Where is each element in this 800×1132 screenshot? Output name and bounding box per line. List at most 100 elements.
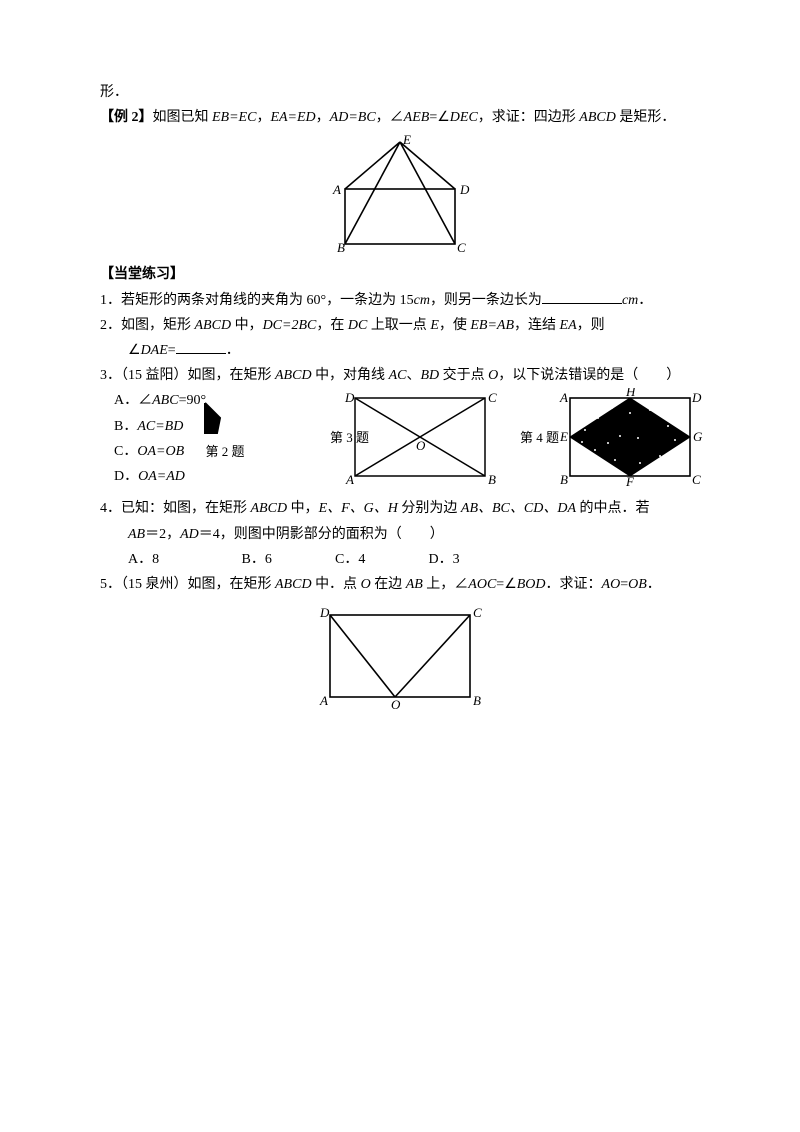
q4-l1-mid2: 分别为边 xyxy=(398,501,461,516)
q1-cm2: cm xyxy=(622,293,638,308)
q4-opt-a: A．8 xyxy=(128,547,238,572)
label-D: D xyxy=(459,182,470,197)
q4-label-D: D xyxy=(691,390,702,405)
q5-label-C: C xyxy=(473,605,482,620)
q2-l1-m1: 中， xyxy=(231,318,263,333)
page-root: 形． 【例 2】如图已知 EB=EC，EA=ED，AD=BC，∠AEB=∠DEC… xyxy=(0,0,800,753)
q5-tail: ． xyxy=(647,577,661,592)
ex2-abcd: ABCD xyxy=(579,110,616,125)
q5-m2: 在边 xyxy=(371,577,406,592)
q4-opt-b: B．6 xyxy=(242,547,332,572)
ex2-eq-3: ， xyxy=(316,110,330,125)
q5-m4: =∠ xyxy=(496,577,516,592)
q3b-mid: AC=BD xyxy=(137,419,183,434)
question-1: 1．若矩形的两条对角线的夹角为 60°，一条边为 15cm，则另一条边长为cm． xyxy=(100,288,700,313)
ex2-eq-1: ， xyxy=(256,110,270,125)
q4-abcd: ABCD xyxy=(251,501,288,516)
ex2-text2: ，求证：四边形 xyxy=(478,110,580,125)
q4-l1-tail: 的中点．若 xyxy=(576,501,650,516)
question-2-line2: ∠DAE=． xyxy=(100,338,700,363)
figure-q3: D C A B O 第 3 题 xyxy=(330,388,510,488)
q5-eq: = xyxy=(620,577,628,592)
q4-eq2: ＝4，则图中阴影部分的面积为（ ） xyxy=(199,527,444,542)
q4-sides: AB、BC、CD、DA xyxy=(461,501,576,516)
q2-eq2: EB=AB xyxy=(470,318,514,333)
ex2-text3: 是矩形． xyxy=(616,110,676,125)
q4-efgh: E、F、G、H xyxy=(319,501,398,516)
ex2-eq-4: AD=BC xyxy=(330,110,376,125)
example-2: 【例 2】如图已知 EB=EC，EA=ED，AD=BC，∠AEB=∠DEC，求证… xyxy=(100,105,700,130)
q1-pre: 1．若矩形的两条对角线的夹角为 60°，一条边为 15 xyxy=(100,293,414,308)
q4-label-B: B xyxy=(560,472,568,487)
figure-example-2: A D B C E xyxy=(315,134,485,254)
q3a-pre: A．∠ xyxy=(114,393,152,408)
q3-m2: 交于点 xyxy=(439,368,488,383)
q5-label-A: A xyxy=(319,693,328,708)
q1-tail: ． xyxy=(638,293,652,308)
ex2-eq-0: EB=EC xyxy=(212,110,256,125)
q2-l1-m4: ，使 xyxy=(439,318,471,333)
q3-tail: ，以下说法错误的是（ ） xyxy=(498,368,680,383)
q5-o: O xyxy=(361,577,371,592)
q2-dae: DAE xyxy=(141,343,168,358)
q2-l1-m3: 上取一点 xyxy=(367,318,430,333)
q2-l2-eq: = xyxy=(168,343,176,358)
q5-ao: AO xyxy=(602,577,621,592)
q5-m3: 上，∠ xyxy=(423,577,469,592)
practice-header: 【当堂练习】 xyxy=(100,262,700,287)
q5-label-O: O xyxy=(391,697,401,712)
q3-bd: BD xyxy=(420,368,439,383)
label-E: E xyxy=(402,134,411,147)
q5-label-B: B xyxy=(473,693,481,708)
q1-blank xyxy=(542,289,622,304)
q5-bod: BOD xyxy=(517,577,546,592)
fig-q4-label: 第 4 题 xyxy=(520,430,559,445)
q2-l1-m2: ，在 xyxy=(316,318,348,333)
q3-pre: 3．（15 益阳）如图，在矩形 xyxy=(100,368,275,383)
question-4-choices: A．8 B．6 C．4 D．3 xyxy=(100,547,700,572)
q2-eq1: DC=2BC xyxy=(263,318,317,333)
q3-label-C: C xyxy=(488,390,497,405)
q3a-mid: ABC xyxy=(152,393,178,408)
ex2-eq-7: =∠ xyxy=(429,110,449,125)
q3-ac: AC xyxy=(389,368,407,383)
q2-ea: EA xyxy=(560,318,577,333)
q2-l1-m5: ，连结 xyxy=(514,318,560,333)
q2-e: E xyxy=(430,318,439,333)
q5-aoc: AOC xyxy=(468,577,496,592)
question-4: 4．已知：如图，在矩形 ABCD 中，E、F、G、H 分别为边 AB、BC、CD… xyxy=(100,496,700,521)
q2-l2-pre: ∠ xyxy=(128,343,141,358)
q3-label-A: A xyxy=(345,472,354,487)
q4-label-E: E xyxy=(559,429,568,444)
intro-tail: 形． xyxy=(100,80,700,105)
q3b-pre: B． xyxy=(114,419,137,434)
figure-q2: 第 2 题 xyxy=(195,398,255,463)
q5-m5: ．求证： xyxy=(546,577,602,592)
q3-option-d: D．OA=AD xyxy=(100,464,340,489)
q5-label-D: D xyxy=(319,605,330,620)
q4-eq1: ＝2， xyxy=(145,527,180,542)
q3-abcd: ABCD xyxy=(275,368,312,383)
question-5: 5．（15 泉州）如图，在矩形 ABCD 中．点 O 在边 AB 上，∠AOC=… xyxy=(100,572,700,597)
q4-opt-d: D．3 xyxy=(429,547,460,572)
q2-l1-pre: 2．如图，矩形 xyxy=(100,318,195,333)
figure-q4: A D B C H E G F 第 4 题 xyxy=(520,388,705,488)
ex2-eq-2: EA=ED xyxy=(270,110,315,125)
q5-ob: OB xyxy=(628,577,647,592)
q3-o: O xyxy=(488,368,498,383)
question-3: 3．（15 益阳）如图，在矩形 ABCD 中，对角线 AC、BD 交于点 O，以… xyxy=(100,363,700,388)
q4-l1-mid: 中， xyxy=(287,501,319,516)
fig-q2-label: 第 2 题 xyxy=(195,440,255,463)
q4-label-C: C xyxy=(692,472,701,487)
q4-ad: AD xyxy=(180,527,199,542)
q4-label-F: F xyxy=(625,474,635,488)
q1-mid: ，则另一条边长为 xyxy=(430,293,542,308)
label-B: B xyxy=(337,240,345,254)
q4-ab: AB xyxy=(128,527,145,542)
q2-l1-tail: ，则 xyxy=(577,318,605,333)
ex2-eq-8: DEC xyxy=(450,110,478,125)
q3-label-O: O xyxy=(416,438,426,453)
q3d-pre: D． xyxy=(114,469,138,484)
q4-l1-pre: 4．已知：如图，在矩形 xyxy=(100,501,251,516)
question-2: 2．如图，矩形 ABCD 中，DC=2BC，在 DC 上取一点 E，使 EB=A… xyxy=(100,313,700,338)
